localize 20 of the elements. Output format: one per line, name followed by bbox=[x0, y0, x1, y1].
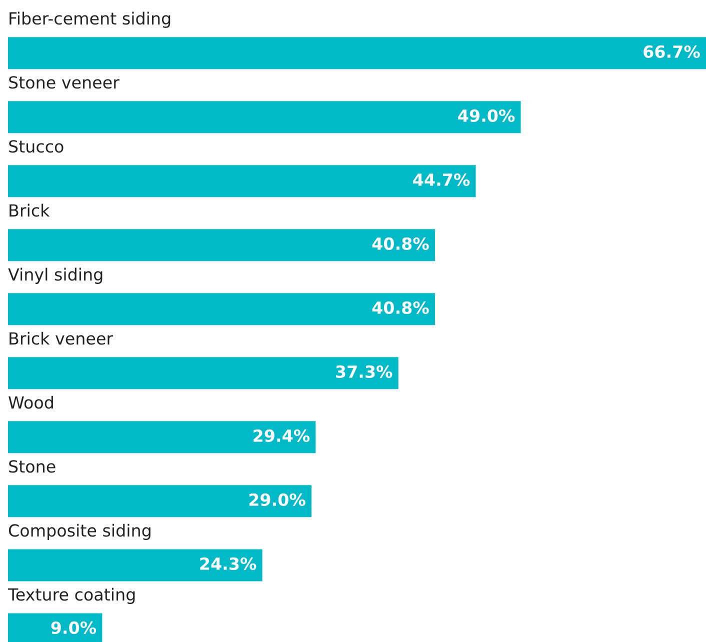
data-label: 29.4% bbox=[254, 429, 310, 442]
y-tick-label: Stucco bbox=[9, 140, 64, 153]
data-label: 44.7% bbox=[413, 173, 470, 186]
y-tick-label: Stone bbox=[9, 460, 56, 473]
data-label: 40.8% bbox=[372, 237, 429, 250]
y-tick-label: Wood bbox=[8, 396, 53, 409]
data-label: 40.8% bbox=[372, 301, 429, 314]
y-tick-label: Composite siding bbox=[8, 524, 150, 540]
data-label: 9.0% bbox=[51, 621, 96, 634]
data-label: 29.0% bbox=[249, 493, 306, 506]
data-label: 37.3% bbox=[336, 365, 392, 378]
data-label: 49.0% bbox=[458, 109, 515, 122]
y-tick-label: Brick bbox=[10, 204, 50, 217]
y-tick-label: Stone veneer bbox=[9, 76, 120, 89]
y-tick-label: Brick veneer bbox=[10, 332, 114, 345]
data-label: 66.7% bbox=[644, 45, 700, 58]
y-tick-label: Fiber-cement siding bbox=[10, 12, 170, 28]
y-tick-label: Vinyl siding bbox=[8, 268, 102, 284]
y-tick-label: Texture coating bbox=[8, 588, 135, 604]
data-label: 24.3% bbox=[200, 557, 256, 570]
